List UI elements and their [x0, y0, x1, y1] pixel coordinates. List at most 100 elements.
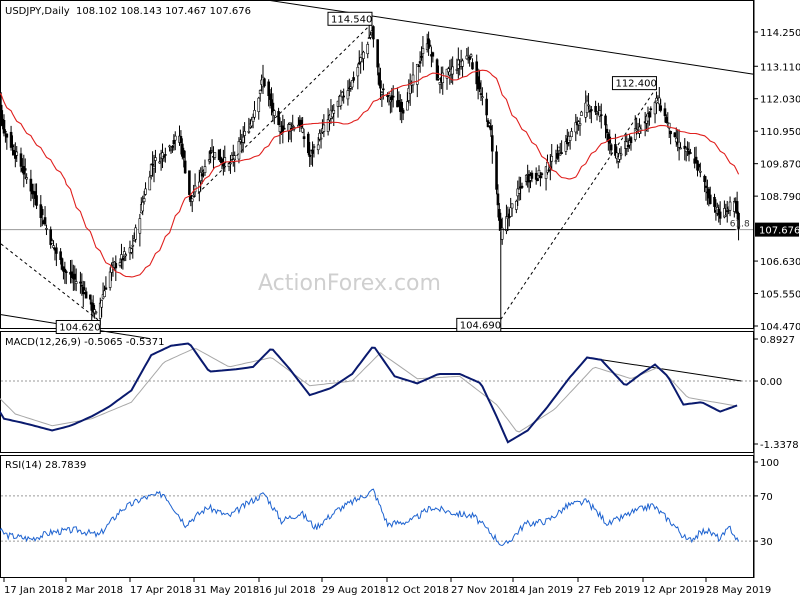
candle-body	[169, 148, 173, 151]
candle-body	[421, 48, 425, 54]
candle-body	[663, 108, 667, 117]
candle-body	[626, 144, 630, 148]
rsi-panel-frame	[0, 455, 754, 578]
candle-body	[60, 258, 64, 270]
candle-body	[568, 135, 572, 141]
candle-body	[703, 175, 706, 182]
candle-body	[435, 59, 439, 81]
price-tick-label: 114.250	[760, 28, 800, 39]
candle-body	[271, 102, 275, 113]
candle-body	[31, 183, 34, 195]
candle-body	[530, 172, 534, 179]
candle-body	[694, 156, 698, 162]
candle-body	[629, 137, 633, 144]
candle-body	[326, 119, 330, 132]
candle-body	[25, 177, 28, 180]
moving-average	[0, 69, 740, 278]
candle-body	[478, 82, 481, 90]
candle-body	[485, 98, 488, 116]
candle-body	[257, 97, 261, 113]
candle-body	[192, 194, 195, 197]
candle-body	[9, 131, 13, 148]
candle-body	[539, 175, 542, 179]
current-price-box	[755, 222, 799, 237]
x-tick-label: 16 Jul 2018	[259, 585, 316, 596]
candle-body	[649, 108, 653, 111]
candle-body	[380, 92, 384, 95]
candle-body	[79, 281, 82, 284]
candle-body	[653, 102, 657, 115]
candle-body	[515, 200, 518, 210]
candle-body	[479, 93, 483, 95]
candle-body	[372, 26, 375, 40]
candle-body	[311, 149, 314, 154]
candle-body	[104, 287, 108, 290]
candle-body	[728, 201, 732, 211]
candle-body	[322, 124, 326, 132]
candle-body	[258, 90, 262, 94]
candle-body	[665, 117, 668, 123]
candle-body	[659, 105, 663, 111]
candle-body	[557, 146, 561, 152]
candle-body	[251, 117, 255, 122]
rising-trendline-2019	[500, 87, 657, 320]
y-axis-labels: 114.250 113.110 112.030 110.950 109.870 108.7…	[754, 28, 800, 548]
candle-body	[89, 294, 92, 300]
current-price-label: 107.676	[759, 226, 800, 237]
candle-body	[64, 271, 68, 273]
candle-body	[667, 122, 671, 129]
candle-body	[162, 155, 166, 158]
candle-body	[342, 95, 345, 98]
candle-body	[35, 195, 38, 206]
price-tick-label: 113.110	[760, 62, 800, 73]
macd-tick-label: 0.8927	[760, 335, 795, 346]
candle-body	[540, 173, 544, 175]
annotation-label: 104.620	[59, 322, 100, 333]
candle-body	[391, 95, 395, 98]
candle-body	[267, 81, 270, 97]
candle-body	[509, 207, 512, 217]
candle-body	[718, 211, 722, 219]
upper-resistance-line	[263, 0, 754, 75]
candle-body	[253, 110, 256, 118]
x-tick-label: 29 Aug 2018	[322, 585, 386, 596]
candle-body	[63, 268, 67, 272]
candle-body	[428, 44, 432, 47]
candle-body	[350, 80, 354, 88]
price-tick-label: 105.550	[760, 290, 800, 301]
candle-body	[725, 210, 729, 212]
candle-body	[558, 153, 562, 156]
macd-title: MACD(12,26,9) -0.5065 -0.5371	[5, 337, 165, 348]
candle-body	[369, 34, 372, 38]
candle-body	[2, 120, 6, 134]
candle-body	[609, 144, 613, 151]
candle-body	[510, 203, 514, 209]
rsi-title: RSI(14) 28.7839	[5, 460, 86, 471]
candle-body	[495, 151, 498, 190]
candle-body	[578, 123, 582, 126]
falling-trendline-early	[0, 243, 101, 322]
annotation-label: 104.690	[460, 320, 501, 331]
candle-body	[536, 178, 539, 182]
candle-body	[144, 188, 147, 195]
candle-body	[468, 56, 471, 60]
candle-body	[461, 60, 464, 67]
candle-body	[131, 244, 135, 247]
watermark-text: ActionForex.com	[258, 271, 441, 296]
candle-body	[713, 196, 716, 207]
candle-body	[121, 257, 125, 261]
symbol-label: USDJPY,Daily	[5, 6, 70, 17]
candle-body	[585, 100, 589, 113]
candle-body	[590, 109, 593, 112]
x-tick-label: 12 Oct 2018	[387, 585, 449, 596]
price-tick-label: 109.870	[760, 160, 800, 171]
macd-trendline	[587, 356, 742, 382]
candle-body	[149, 164, 153, 176]
candle-body	[517, 188, 521, 194]
ohlc-label: 108.102 108.143 107.467 107.676	[76, 6, 251, 17]
x-tick-label: 17 Jan 2018	[4, 585, 64, 596]
candle-body	[229, 162, 232, 165]
candle-body	[73, 273, 77, 280]
candle-body	[182, 150, 186, 158]
candle-body	[379, 80, 382, 89]
